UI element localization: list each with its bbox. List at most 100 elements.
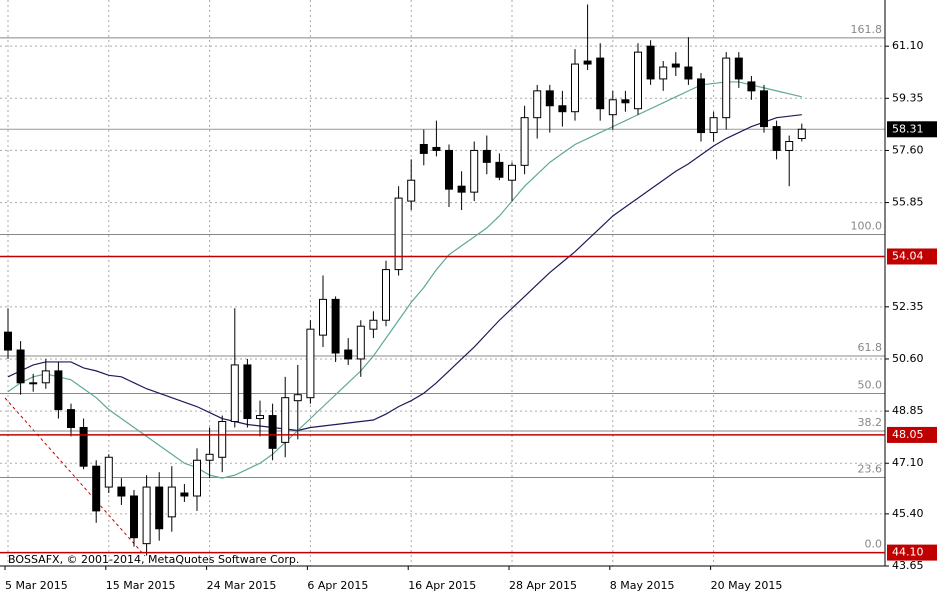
moving-average: [7, 114, 802, 432]
fib-label: 38.2: [858, 416, 883, 429]
candle-body: [634, 51, 642, 110]
candle-body: [319, 298, 327, 336]
x-tick-label: 5 Mar 2015: [5, 579, 68, 592]
candle-body: [596, 57, 605, 110]
x-tick-label: 28 Apr 2015: [509, 579, 577, 592]
price-label-box: [887, 248, 937, 265]
candle-body: [167, 486, 176, 518]
y-tick-label: 52.35: [892, 300, 924, 313]
candle-body: [457, 185, 466, 193]
candle-body: [92, 465, 101, 512]
candle-body: [130, 495, 138, 539]
candle-body: [533, 90, 542, 119]
x-tick-label: 24 Mar 2015: [207, 579, 277, 592]
candle-body: [243, 364, 252, 420]
candle-body: [306, 328, 315, 399]
candle-body: [684, 66, 693, 80]
candle-body: [155, 486, 164, 530]
x-tick-label: 16 Apr 2015: [408, 579, 476, 592]
x-tick-label: 8 May 2015: [610, 579, 675, 592]
candle-body: [671, 63, 680, 68]
fib-label: 50.0: [858, 379, 883, 392]
last-price-box: [887, 121, 937, 138]
fib-label: 0.0: [865, 538, 883, 551]
candle-body: [344, 349, 353, 360]
candle-body: [256, 415, 264, 420]
candle-body: [79, 426, 88, 467]
candle-body: [571, 63, 579, 113]
y-tick-label: 48.85: [892, 404, 924, 417]
candle-body: [470, 149, 479, 193]
y-tick-label: 59.35: [892, 91, 924, 104]
candle-body: [369, 319, 378, 330]
price-label-box: [887, 426, 937, 443]
candle-body: [205, 453, 214, 461]
candle-body: [445, 149, 453, 190]
candle-body: [382, 269, 390, 321]
candle-body: [608, 99, 617, 116]
candle-body: [281, 397, 290, 443]
candle-body: [142, 486, 151, 545]
y-tick-label: 43.65: [892, 559, 924, 572]
candle-body: [508, 164, 516, 181]
y-tick-label: 55.85: [892, 196, 924, 209]
candle-body: [520, 117, 529, 166]
candle-body: [54, 370, 63, 411]
candle-body: [785, 141, 794, 151]
candle-body: [482, 149, 491, 163]
fib-label: 100.0: [851, 219, 883, 232]
candle-body: [558, 105, 567, 113]
candle-body: [293, 394, 302, 402]
candle-body: [407, 179, 416, 202]
candle-body: [545, 90, 554, 107]
fib-label: 61.8: [858, 341, 883, 354]
x-tick-label: 20 May 2015: [711, 579, 783, 592]
candle-body: [709, 117, 718, 134]
candle-body: [760, 90, 768, 128]
candle-body: [419, 143, 428, 154]
price-label-box: [887, 544, 937, 561]
candle-body: [268, 415, 277, 449]
plot: 161.8 100.0 61.8 50.0 38.2 23.6 0.0: [0, 0, 885, 567]
price-label: 54.04: [892, 249, 924, 262]
candle-body: [29, 382, 38, 385]
candle-body: [16, 349, 25, 384]
price-label: 44.10: [892, 546, 924, 559]
y-tick-label: 45.40: [892, 507, 924, 520]
last-price-label: 58.31: [892, 122, 924, 135]
candle-body: [67, 409, 75, 428]
candle-body: [180, 492, 189, 497]
candle-body: [193, 459, 201, 497]
candle-body: [646, 45, 655, 80]
candle-body: [356, 325, 365, 360]
candle-body: [659, 66, 668, 80]
candle-body: [117, 486, 126, 497]
candle-body: [621, 99, 630, 104]
y-tick-label: 57.60: [892, 143, 924, 156]
candle-body: [230, 364, 239, 423]
fib-label: 161.8: [851, 23, 883, 36]
candle-body: [4, 331, 12, 351]
y-tick-label: 47.10: [892, 456, 924, 469]
candle-body: [583, 60, 592, 65]
watermark: BOSSAFX, © 2001-2014, MetaQuotes Softwar…: [8, 553, 299, 566]
candle-body: [218, 421, 227, 458]
moving-average: [7, 81, 802, 479]
candle-body: [747, 81, 756, 92]
x-tick-label: 6 Apr 2015: [307, 579, 368, 592]
y-tick-label: 61.10: [892, 39, 924, 52]
candle-body: [41, 370, 50, 384]
candle-body: [394, 197, 403, 271]
x-tick-label: 15 Mar 2015: [106, 579, 176, 592]
candle-body: [495, 161, 504, 178]
y-tick-label: 50.60: [892, 352, 924, 365]
candle-body: [331, 298, 340, 354]
candle-body: [432, 146, 441, 151]
fib-label: 23.6: [858, 463, 883, 476]
candle-body: [697, 78, 705, 134]
trend-line: [4, 397, 146, 557]
price-label: 48.05: [892, 428, 924, 441]
candle-body: [734, 57, 743, 80]
